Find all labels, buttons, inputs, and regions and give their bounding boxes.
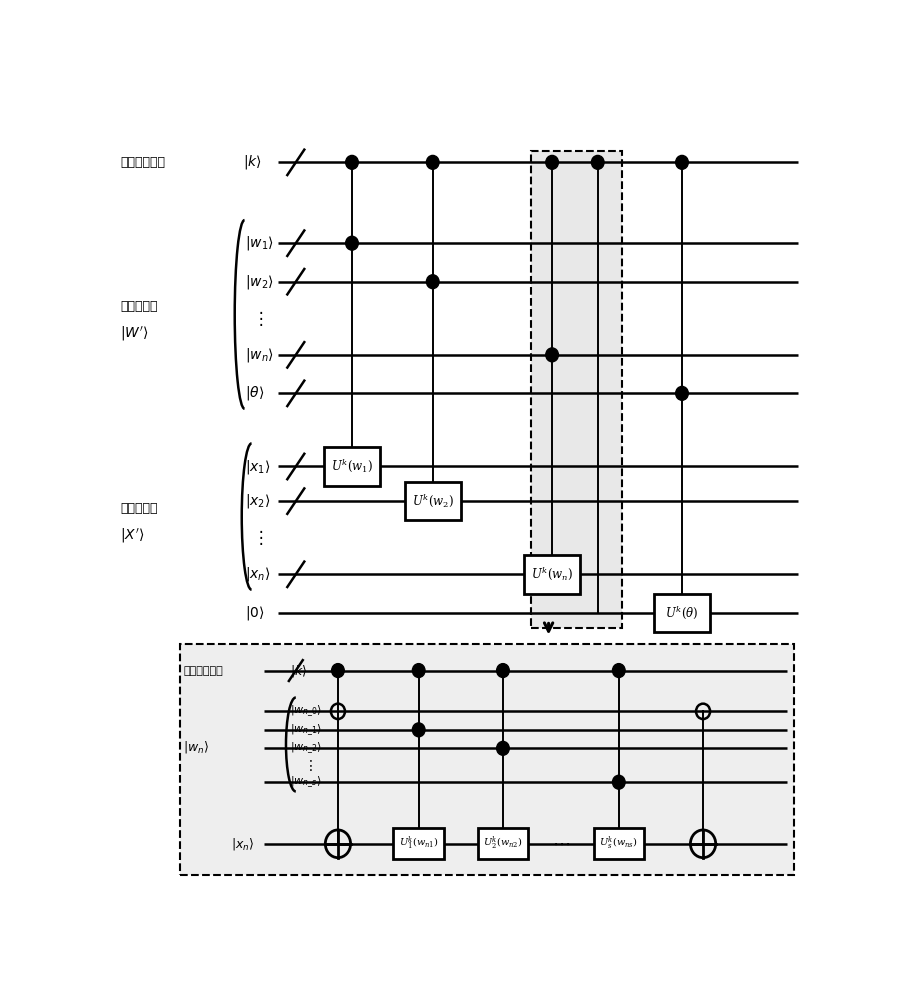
Text: $|x_2\rangle$: $|x_2\rangle$ (246, 492, 271, 510)
Text: $|w_n\rangle$: $|w_n\rangle$ (183, 739, 209, 755)
Text: 输入量子态: 输入量子态 (120, 502, 158, 515)
Text: $|x_n\rangle$: $|x_n\rangle$ (231, 836, 255, 852)
Bar (393, 828, 444, 859)
Text: $|w_n\rangle$: $|w_n\rangle$ (246, 346, 274, 364)
Circle shape (427, 275, 439, 289)
Bar (593, 828, 644, 859)
Bar (654, 594, 710, 632)
Circle shape (412, 664, 425, 677)
Text: $|w_{n\_0}\rangle$: $|w_{n\_0}\rangle$ (290, 704, 323, 719)
Circle shape (612, 664, 625, 677)
Circle shape (592, 155, 604, 169)
Bar (405, 482, 461, 520)
Text: $|X'\rangle$: $|X'\rangle$ (120, 527, 145, 545)
Text: $|w_2\rangle$: $|w_2\rangle$ (246, 273, 274, 291)
Text: $|w_1\rangle$: $|w_1\rangle$ (246, 234, 274, 252)
Bar (524, 555, 580, 594)
Text: $U^k(\theta)$: $U^k(\theta)$ (665, 604, 699, 621)
Text: 权重量子态: 权重量子态 (120, 300, 158, 313)
Text: $|\theta\rangle$: $|\theta\rangle$ (246, 384, 265, 402)
Circle shape (496, 741, 509, 755)
Text: 计数量子比特: 计数量子比特 (120, 156, 165, 169)
Text: $U_s^k(w_{ns})$: $U_s^k(w_{ns})$ (600, 835, 638, 852)
Text: $\vdots$: $\vdots$ (252, 528, 263, 547)
Bar (477, 828, 528, 859)
Text: $U_1^k(w_{n1})$: $U_1^k(w_{n1})$ (399, 835, 439, 852)
Text: $\cdots$: $\cdots$ (552, 835, 570, 853)
Circle shape (332, 664, 344, 677)
Text: $\vdots$: $\vdots$ (303, 758, 313, 773)
Text: $|x_n\rangle$: $|x_n\rangle$ (246, 565, 271, 583)
Text: $U^k(w_2)$: $U^k(w_2)$ (411, 493, 454, 510)
Text: $|0\rangle$: $|0\rangle$ (246, 604, 265, 622)
Text: $U^k(w_n)$: $U^k(w_n)$ (531, 566, 573, 583)
Circle shape (412, 723, 425, 737)
Text: $\vdots$: $\vdots$ (252, 309, 263, 328)
Circle shape (676, 155, 689, 169)
Circle shape (427, 155, 439, 169)
Circle shape (545, 155, 558, 169)
Bar (324, 447, 381, 486)
Circle shape (346, 236, 358, 250)
Text: 计数量子比特: 计数量子比特 (183, 666, 223, 676)
Circle shape (496, 664, 509, 677)
Text: $U_2^k(w_{n2})$: $U_2^k(w_{n2})$ (483, 835, 523, 852)
Text: $U^k(w_1)$: $U^k(w_1)$ (331, 458, 373, 475)
Circle shape (612, 775, 625, 789)
Circle shape (545, 348, 558, 362)
Text: $|k\rangle$: $|k\rangle$ (290, 663, 307, 679)
Text: $|k\rangle$: $|k\rangle$ (243, 153, 262, 171)
Text: $|w_{n\_2}\rangle$: $|w_{n\_2}\rangle$ (290, 741, 323, 756)
Text: $|x_1\rangle$: $|x_1\rangle$ (246, 458, 271, 476)
Circle shape (346, 155, 358, 169)
Text: $|w_{n\_1}\rangle$: $|w_{n\_1}\rangle$ (290, 722, 323, 738)
Circle shape (676, 386, 689, 400)
Bar (531, 151, 622, 628)
Bar (180, 644, 795, 875)
Text: $|W'\rangle$: $|W'\rangle$ (120, 325, 149, 343)
Text: $|w_{n\_s}\rangle$: $|w_{n\_s}\rangle$ (290, 774, 322, 790)
